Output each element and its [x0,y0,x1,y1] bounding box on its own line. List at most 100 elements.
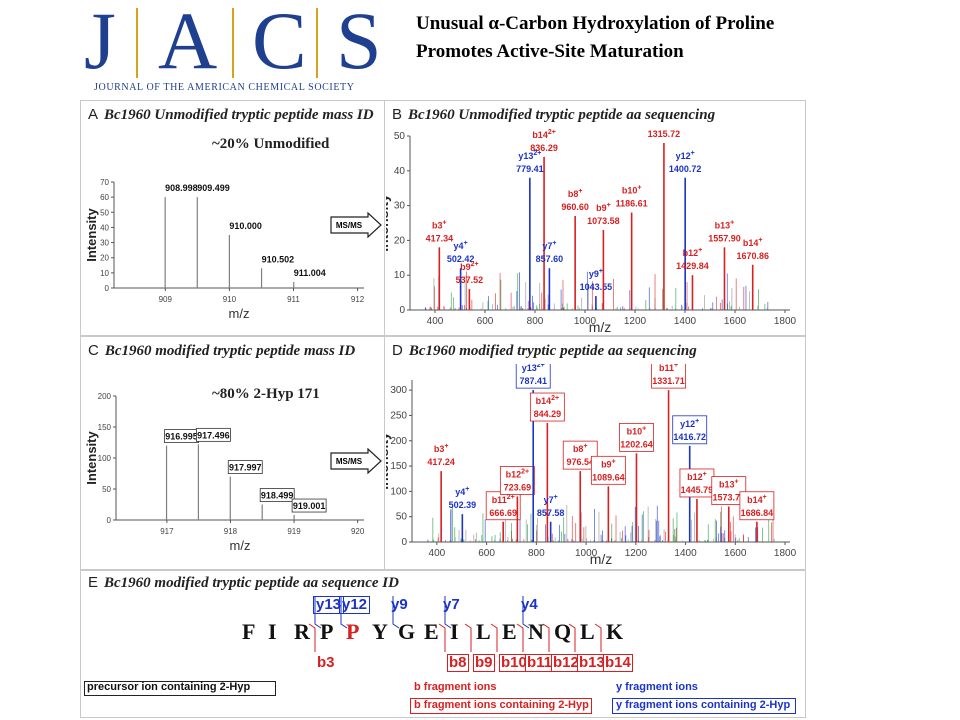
ion-charge: + [612,458,616,465]
x-tick-label: 1600 [724,316,747,327]
legend-y-fragment: y fragment ions [616,681,698,693]
y-tick-label: 70 [100,178,109,187]
x-tick-label: 910 [223,295,237,304]
x-tick-label: 918 [224,527,238,536]
b-cleavage-mark [594,623,602,652]
ion-charge: 2+ [521,468,529,475]
ion-name: y12 [676,151,691,161]
peak-mass-label: 723.69 [504,482,532,492]
peak-ion-label: b14+ [743,237,763,248]
peak-annotation: y7+857.60 [536,240,564,264]
y-axis-label: Intensity [386,432,391,490]
y-axis-label: Intensity [386,194,391,252]
b-ion-label: b13 [577,654,607,672]
b-cleavage-mark [542,623,550,652]
ion-charge: + [599,268,603,275]
x-tick-label: 1200 [625,548,648,559]
msms-label: MS/MS [336,457,363,466]
y-tick-label: 0 [399,305,405,316]
ion-name: b9 [596,203,607,213]
ion-name: b14 [532,130,548,140]
residue-k: K [606,619,624,644]
peak-mass-label: 1073.58 [587,216,620,226]
peak-label-box [291,498,327,513]
peak-ion-label: b142+ [532,129,556,140]
peak-mass-label: 787.41 [519,376,547,386]
peak-ion-label: b9+ [601,458,616,469]
peak-label-box [619,423,654,452]
peak-ion-label: y12+ [676,150,695,161]
peak-label-box [651,364,686,389]
peak-mass-label: 1202.64 [620,439,653,449]
ion-charge: + [703,471,707,478]
peak-mass-label: 960.60 [561,202,589,212]
residue-i: I [450,619,459,644]
peak-mass-label: 911.004 [294,268,326,278]
panel-b-title: B Bc1960 Unmodified tryptic peptide aa se… [392,106,716,123]
peak-mass-label: 1573.79 [712,493,745,503]
peak-mass-label: 1686.84 [741,508,774,518]
peak-mass-label: 1315.72 [648,129,681,139]
ion-name: y7 [544,495,554,505]
ion-name: b10 [627,426,643,436]
y-axis-label: Intensity [84,431,99,485]
x-tick-label: 1000 [575,548,598,559]
ion-name: y13 [518,151,533,161]
peak-mass-label: 1400.72 [669,164,702,174]
ion-charge: 2+ [551,395,559,402]
y-tick-label: 30 [100,239,109,248]
x-tick-label: 920 [351,527,365,536]
peak-annotation: b14+1686.84 [739,491,775,521]
peak-ion-label: b3+ [432,219,447,230]
peak-mass-label: 918.499 [261,491,294,501]
ion-charge: + [465,486,469,493]
residue-p: P [346,619,360,644]
logo-letter-c: C [252,0,307,86]
peak-annotation: b142+ 836.29 [530,129,558,153]
peak-mass-label: 910.502 [262,254,295,264]
residue-f: F [242,619,256,644]
ion-charge: + [642,425,646,432]
peak-mass-label: 836.29 [530,143,558,153]
peak-annotation: b13+1573.79 [711,476,747,505]
peak-mass-label: 916.995 [165,432,198,442]
y-ion-label: y7 [443,596,460,613]
y-cleavage-mark [314,596,322,629]
x-tick-label: 800 [527,316,544,327]
legend-precursor-box [84,681,276,696]
ion-name: b8 [568,189,579,199]
peak-label-box [739,491,775,521]
x-tick-label: 1200 [624,316,647,327]
panel-c-percent: ~80% 2-Hyp 171 [212,386,320,402]
y-tick-label: 20 [100,254,109,263]
peak-annotation: b14+1670.86 [736,237,769,261]
peak-label-box [515,364,551,389]
peak-mass-label: 1089.64 [592,472,625,482]
peak-mass-label: 1445.79 [681,485,714,495]
peak-mass-label: 976.54 [566,457,594,467]
ion-charge: + [637,185,641,192]
x-tick-label: 400 [429,548,446,559]
y-tick-label: 250 [390,410,407,421]
peak-mass-label: 857.58 [537,508,565,518]
legend-b-fragment: b fragment ions [414,681,497,693]
peak-mass-label: 779.41 [516,164,544,174]
journal-name: JOURNAL OF THE AMERICAN CHEMICAL SOCIETY [94,82,355,93]
peak-annotation: y12+ 1400.72 [669,150,702,174]
peak-ion-label: b8+ [573,443,588,454]
peak-ion-label: b3+ [434,443,449,454]
y-tick-label: 10 [394,270,406,281]
peak-ion-label: b92+ [460,261,479,272]
residue-i: I [268,619,277,644]
peak-annotation: b12+1445.79 [679,468,715,498]
ion-name: b11 [492,495,507,505]
ion-name: b12 [683,248,699,258]
y-tick-label: 40 [100,223,109,232]
panel-b [384,100,806,336]
b-cleavage-mark [438,623,446,652]
y-tick-label: 40 [394,166,406,177]
peak-mass-label: 910.000 [229,221,262,231]
b-cleavage-mark [308,623,316,652]
y-cleavage-mark [522,596,530,629]
ion-charge: 2+ [533,150,541,157]
